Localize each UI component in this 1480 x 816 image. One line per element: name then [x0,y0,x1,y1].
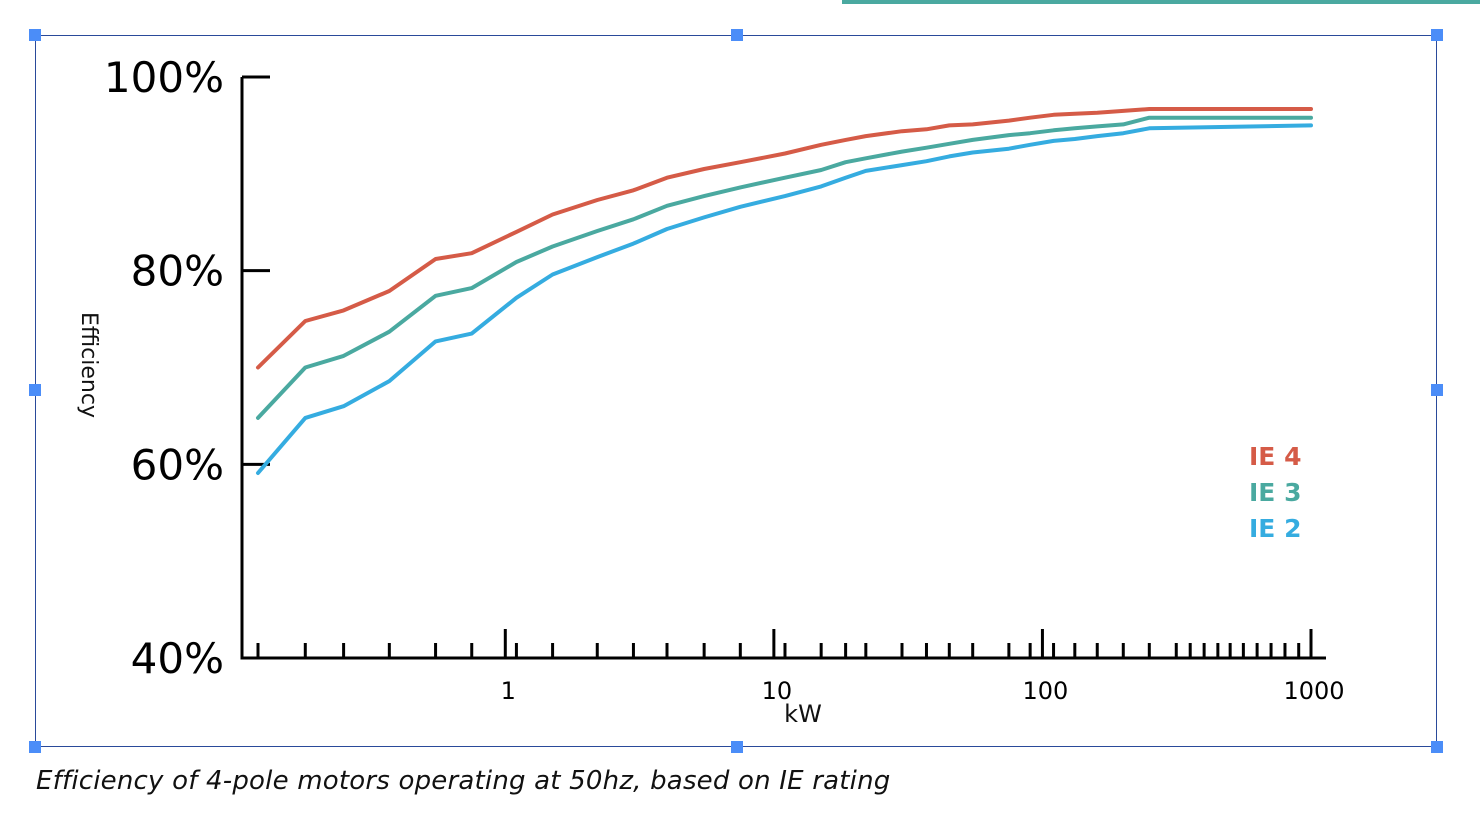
chart-series-lines [256,107,1313,475]
y-axis-label: Efficiency [76,312,101,418]
series-line-ie3 [256,115,1313,420]
y-tick-label: 40% [131,634,224,683]
series-line-ie2 [256,123,1313,475]
chart-caption: Efficiency of 4-pole motors operating at… [36,766,891,796]
x-axis-label: kW [784,700,822,728]
resize-handle-top-right[interactable] [1431,29,1443,41]
resize-handle-middle-left[interactable] [29,384,41,396]
x-tick-label: 10 [762,677,793,705]
y-tick-label: 60% [131,440,224,489]
resize-handle-bottom-left[interactable] [29,741,41,753]
y-tick-label: 80% [131,247,224,296]
chart-legend: IE 4 IE 3 IE 2 [1249,442,1301,543]
legend-entry: IE 2 [1249,514,1301,543]
series-line-ie4 [256,107,1313,370]
y-tick-label: 100% [104,53,224,102]
resize-handle-bottom-center[interactable] [731,741,743,753]
x-tick-label: 1 [501,677,516,705]
resize-handle-top-center[interactable] [731,29,743,41]
x-tick-label: 100 [1023,677,1069,705]
top-accent-bar [842,0,1480,4]
chart-axes: 40% 60% 80% 100% 1 10 100 1000 [104,53,1345,705]
legend-entry: IE 4 [1249,442,1301,471]
x-tick-label: 1000 [1283,677,1344,705]
resize-handle-top-left[interactable] [29,29,41,41]
resize-handle-bottom-right[interactable] [1431,741,1443,753]
resize-handle-middle-right[interactable] [1431,384,1443,396]
legend-entry: IE 3 [1249,478,1301,507]
